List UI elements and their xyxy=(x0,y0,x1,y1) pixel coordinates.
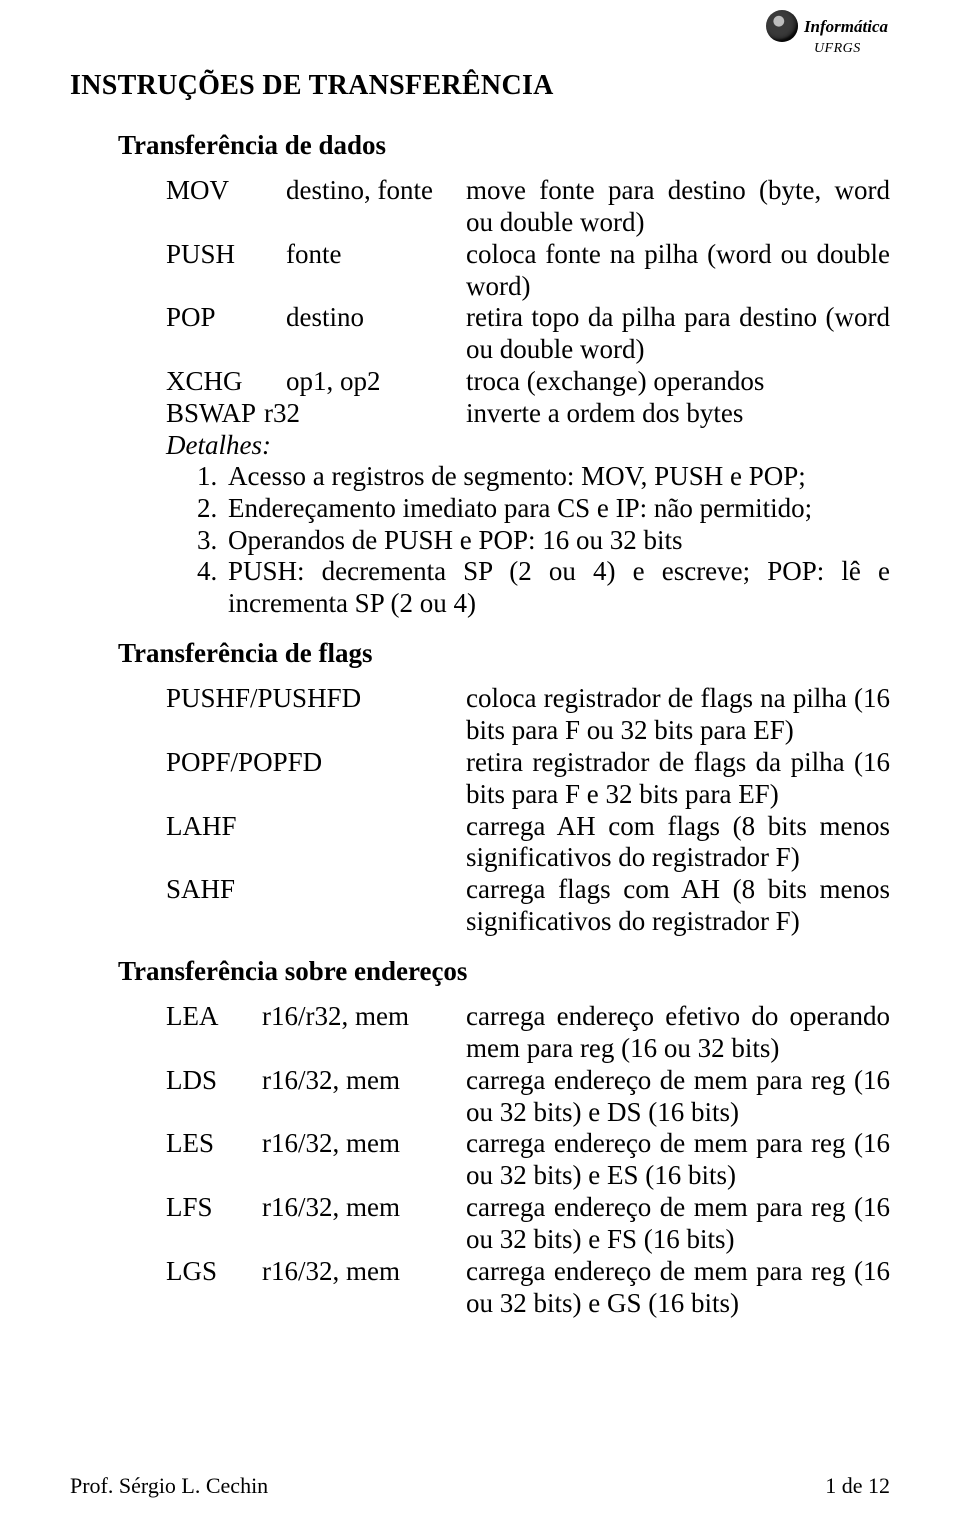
mnemonic: POP xyxy=(166,302,286,334)
description: retira topo da pilha para destino (word … xyxy=(466,302,890,366)
description: coloca fonte na pilha (word ou double wo… xyxy=(466,239,890,303)
description: carrega endereço efetivo do operando mem… xyxy=(466,1001,890,1065)
logo: Informática UFRGS xyxy=(766,10,888,57)
description: carrega endereço de mem para reg (16 ou … xyxy=(466,1256,890,1320)
section-heading-flags: Transferência de flags xyxy=(118,638,890,669)
logo-sub: UFRGS xyxy=(814,41,888,57)
list-item: Acesso a registros de segmento: MOV, PUS… xyxy=(224,461,890,493)
instruction-row: BSWAPr32 inverte a ordem dos bytes xyxy=(166,398,890,430)
footer: Prof. Sérgio L. Cechin 1 de 12 xyxy=(70,1473,890,1499)
mnemonic-cell: SAHF xyxy=(166,874,466,906)
description: carrega AH com flags (8 bits menos signi… xyxy=(466,811,890,875)
instruction-row: XCHGop1, op2 troca (exchange) operandos xyxy=(166,366,890,398)
mnemonic: LAHF xyxy=(166,811,237,841)
description: carrega endereço de mem para reg (16 ou … xyxy=(466,1192,890,1256)
mnemonic-cell: LGSr16/32, mem xyxy=(166,1256,466,1288)
mnemonic: PUSH xyxy=(166,239,286,271)
args: r32 xyxy=(264,398,300,428)
description: coloca registrador de flags na pilha (16… xyxy=(466,683,890,747)
logo-brand: Informática xyxy=(804,18,888,35)
instruction-row: POPdestino retira topo da pilha para des… xyxy=(166,302,890,366)
flags-entries: PUSHF/PUSHFD coloca registrador de flags… xyxy=(166,683,890,938)
dados-entries: MOVdestino, fonte move fonte para destin… xyxy=(166,175,890,430)
mnemonic: SAHF xyxy=(166,874,235,904)
instruction-row: LESr16/32, mem carrega endereço de mem p… xyxy=(166,1128,890,1192)
description: troca (exchange) operandos xyxy=(466,366,890,398)
instruction-row: LEAr16/r32, mem carrega endereço efetivo… xyxy=(166,1001,890,1065)
description: carrega flags com AH (8 bits menos signi… xyxy=(466,874,890,938)
instruction-row: PUSHfonte coloca fonte na pilha (word ou… xyxy=(166,239,890,303)
mnemonic: POPF/POPFD xyxy=(166,747,322,777)
mnemonic-cell: LAHF xyxy=(166,811,466,843)
description: carrega endereço de mem para reg (16 ou … xyxy=(466,1128,890,1192)
mnemonic-cell: LEAr16/r32, mem xyxy=(166,1001,466,1033)
mnemonic: BSWAP xyxy=(166,398,264,430)
description: inverte a ordem dos bytes xyxy=(466,398,890,430)
instruction-row: LAHF carrega AH com flags (8 bits menos … xyxy=(166,811,890,875)
args: r16/32, mem xyxy=(262,1256,400,1286)
args: op1, op2 xyxy=(286,366,381,396)
description: carrega endereço de mem para reg (16 ou … xyxy=(466,1065,890,1129)
mnemonic-cell: LESr16/32, mem xyxy=(166,1128,466,1160)
footer-page: 1 de 12 xyxy=(825,1473,890,1499)
mnemonic-cell: POPdestino xyxy=(166,302,466,334)
mnemonic: LES xyxy=(166,1128,262,1160)
args: destino xyxy=(286,302,364,332)
args: r16/r32, mem xyxy=(262,1001,409,1031)
list-item: PUSH: decrementa SP (2 ou 4) e escreve; … xyxy=(224,556,890,620)
description: retira registrador de flags da pilha (16… xyxy=(466,747,890,811)
instruction-row: POPF/POPFD retira registrador de flags d… xyxy=(166,747,890,811)
page: Informática UFRGS INSTRUÇÕES DE TRANSFER… xyxy=(0,0,960,1527)
section-heading-dados: Transferência de dados xyxy=(118,130,890,161)
instruction-row: MOVdestino, fonte move fonte para destin… xyxy=(166,175,890,239)
enderecos-entries: LEAr16/r32, mem carrega endereço efetivo… xyxy=(166,1001,890,1320)
instruction-row: LFSr16/32, mem carrega endereço de mem p… xyxy=(166,1192,890,1256)
mnemonic-cell: LFSr16/32, mem xyxy=(166,1192,466,1224)
mnemonic: LFS xyxy=(166,1192,262,1224)
mnemonic: MOV xyxy=(166,175,286,207)
mnemonic-cell: LDSr16/32, mem xyxy=(166,1065,466,1097)
mnemonic: XCHG xyxy=(166,366,286,398)
detalhes-label: Detalhes: xyxy=(166,430,890,461)
page-title: INSTRUÇÕES DE TRANSFERÊNCIA xyxy=(70,70,890,102)
args: r16/32, mem xyxy=(262,1128,400,1158)
args: r16/32, mem xyxy=(262,1065,400,1095)
args: r16/32, mem xyxy=(262,1192,400,1222)
instruction-row: SAHF carrega flags com AH (8 bits menos … xyxy=(166,874,890,938)
mnemonic-cell: XCHGop1, op2 xyxy=(166,366,466,398)
mnemonic-cell: POPF/POPFD xyxy=(166,747,466,779)
mnemonic-cell: PUSHF/PUSHFD xyxy=(166,683,466,715)
mnemonic-cell: PUSHfonte xyxy=(166,239,466,271)
list-item: Operandos de PUSH e POP: 16 ou 32 bits xyxy=(224,525,890,557)
mnemonic: LDS xyxy=(166,1065,262,1097)
list-item: Endereçamento imediato para CS e IP: não… xyxy=(224,493,890,525)
section-heading-enderecos: Transferência sobre endereços xyxy=(118,956,890,987)
footer-author: Prof. Sérgio L. Cechin xyxy=(70,1473,268,1499)
globe-icon xyxy=(766,10,798,42)
instruction-row: LGSr16/32, mem carrega endereço de mem p… xyxy=(166,1256,890,1320)
mnemonic-cell: MOVdestino, fonte xyxy=(166,175,466,207)
mnemonic: LGS xyxy=(166,1256,262,1288)
detalhes-list: Acesso a registros de segmento: MOV, PUS… xyxy=(166,461,890,620)
mnemonic: LEA xyxy=(166,1001,262,1033)
mnemonic-cell: BSWAPr32 xyxy=(166,398,466,430)
instruction-row: PUSHF/PUSHFD coloca registrador de flags… xyxy=(166,683,890,747)
args: fonte xyxy=(286,239,341,269)
description: move fonte para destino (byte, word ou d… xyxy=(466,175,890,239)
instruction-row: LDSr16/32, mem carrega endereço de mem p… xyxy=(166,1065,890,1129)
args: destino, fonte xyxy=(286,175,433,205)
content: INSTRUÇÕES DE TRANSFERÊNCIA Transferênci… xyxy=(70,30,890,1320)
mnemonic: PUSHF/PUSHFD xyxy=(166,683,361,713)
